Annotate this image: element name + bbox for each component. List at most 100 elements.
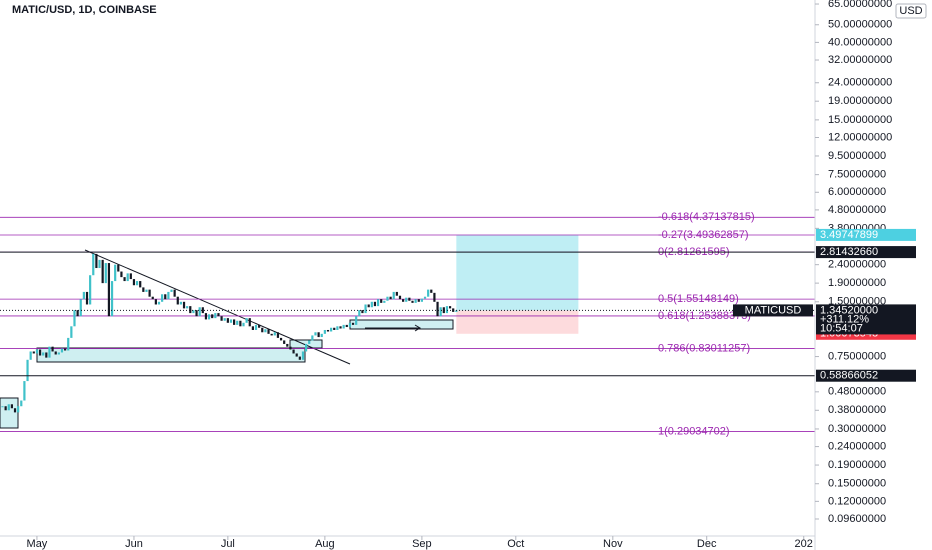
candle bbox=[4, 406, 7, 411]
candle bbox=[89, 275, 92, 305]
candle bbox=[333, 327, 336, 330]
y-tick-label: 50.00000000 bbox=[828, 19, 892, 31]
candle bbox=[20, 400, 23, 407]
fib-label: 1(0.29034702) bbox=[658, 425, 730, 437]
candle bbox=[214, 313, 217, 319]
candle bbox=[298, 356, 301, 360]
candle bbox=[176, 296, 179, 305]
candle bbox=[420, 298, 423, 302]
candle bbox=[430, 289, 433, 293]
plot: -0.618(4.37137815)-0.27(3.49362857)0(2.8… bbox=[0, 211, 815, 437]
last-countdown: 10:54:07 bbox=[820, 322, 863, 334]
candle bbox=[51, 346, 54, 352]
y-tick-label: 12.00000000 bbox=[828, 131, 892, 143]
price-badge-text: 2.81432660 bbox=[820, 246, 878, 258]
candle bbox=[239, 320, 242, 327]
candle bbox=[142, 287, 145, 292]
candle bbox=[330, 327, 333, 332]
x-tick-label: Oct bbox=[507, 538, 524, 550]
x-tick-label: Sep bbox=[412, 538, 432, 550]
candle bbox=[45, 352, 48, 358]
candle bbox=[7, 404, 10, 411]
fib-label: 0.5(1.55148149) bbox=[658, 293, 739, 305]
candle bbox=[95, 253, 98, 269]
candle bbox=[351, 322, 355, 325]
y-tick-label: 15.00000000 bbox=[828, 114, 892, 126]
candle bbox=[358, 310, 361, 317]
candle bbox=[289, 346, 292, 350]
y-tick-label: 32.00000000 bbox=[828, 54, 892, 66]
chart-title: MATIC/USD, 1D, COINBASE bbox=[12, 4, 157, 16]
y-tick-label: 0.30000000 bbox=[828, 423, 886, 435]
price-badge bbox=[816, 246, 916, 259]
y-tick-label: 0.38000000 bbox=[828, 404, 886, 416]
candle bbox=[170, 289, 173, 292]
candle bbox=[301, 351, 305, 360]
candle bbox=[186, 306, 189, 309]
zone bbox=[0, 397, 19, 429]
candle bbox=[292, 349, 295, 354]
candle bbox=[395, 291, 398, 296]
candle bbox=[98, 259, 101, 269]
candle bbox=[29, 351, 32, 360]
candle bbox=[320, 333, 323, 338]
candle bbox=[85, 291, 89, 305]
time-axis bbox=[0, 536, 932, 550]
candle bbox=[182, 301, 186, 309]
fib-label: -0.618(4.37137815) bbox=[658, 211, 755, 223]
y-tick-label: 65.00000000 bbox=[828, 0, 892, 10]
axes: 65.00000000 50.00000000 40.00000000 32.0000… bbox=[27, 0, 916, 550]
price-axis bbox=[815, 0, 932, 550]
candle bbox=[223, 318, 226, 321]
y-tick-label: 1.90000000 bbox=[828, 277, 886, 289]
candle bbox=[376, 299, 380, 307]
candle bbox=[76, 310, 79, 317]
y-tick-label: 24.00000000 bbox=[828, 77, 892, 89]
candle bbox=[104, 263, 107, 284]
candle bbox=[276, 332, 280, 338]
candle bbox=[57, 352, 60, 355]
currency-box[interactable] bbox=[895, 3, 927, 19]
candle bbox=[408, 297, 411, 301]
candle bbox=[455, 310, 458, 312]
candle bbox=[54, 351, 57, 355]
candle bbox=[336, 326, 339, 330]
candle bbox=[135, 281, 139, 286]
candle bbox=[201, 307, 204, 314]
candle bbox=[198, 307, 201, 317]
candle bbox=[145, 289, 148, 292]
candle bbox=[114, 264, 117, 282]
candle bbox=[273, 332, 276, 336]
candle bbox=[179, 301, 183, 305]
candle bbox=[35, 349, 39, 354]
candle bbox=[411, 300, 414, 303]
y-tick-label: 2.40000000 bbox=[828, 259, 886, 271]
candle bbox=[101, 259, 104, 284]
candle bbox=[414, 299, 417, 303]
target-zone bbox=[456, 234, 579, 311]
candle bbox=[1, 406, 4, 408]
y-tick-label: 9.50000000 bbox=[828, 150, 886, 162]
currency[interactable]: USD bbox=[899, 5, 922, 17]
fib-label: 0.786(0.83011257) bbox=[658, 342, 750, 354]
price-badge-text: 0.58866052 bbox=[820, 370, 878, 382]
candle bbox=[386, 296, 389, 301]
candle bbox=[427, 289, 430, 297]
candle bbox=[173, 289, 176, 297]
candle bbox=[373, 301, 377, 307]
candle bbox=[148, 289, 151, 297]
candle bbox=[211, 314, 214, 319]
candle bbox=[42, 352, 45, 356]
y-tick-label: 40.00000000 bbox=[828, 36, 892, 48]
candle bbox=[139, 281, 142, 288]
candle bbox=[217, 313, 220, 317]
y-tick-label: 4.80000000 bbox=[828, 204, 886, 216]
candle bbox=[436, 301, 439, 317]
y-tick-label: 7.50000000 bbox=[828, 169, 886, 181]
stop-zone bbox=[456, 310, 579, 334]
candle bbox=[120, 271, 123, 278]
candle bbox=[370, 301, 373, 308]
candle bbox=[270, 333, 273, 336]
